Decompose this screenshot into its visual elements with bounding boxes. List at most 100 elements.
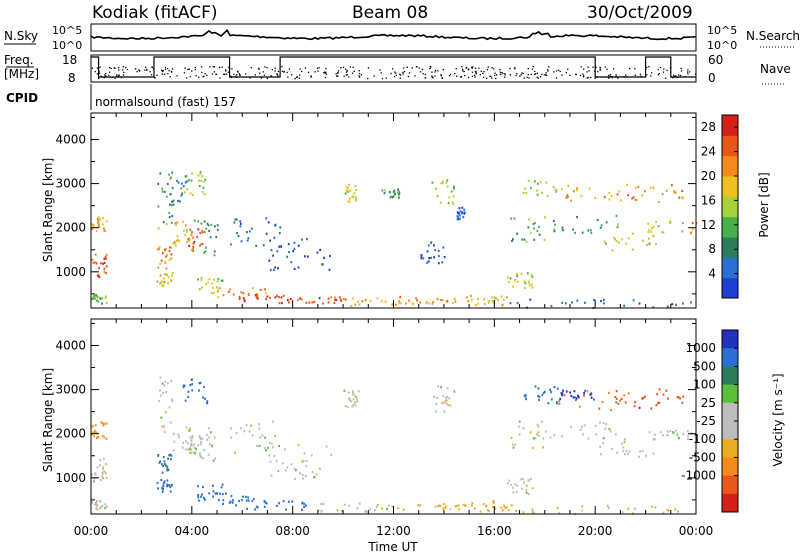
nave-dot (230, 75, 232, 77)
power-cell (348, 197, 351, 200)
velocity-cell (607, 506, 610, 510)
velocity-cell (287, 500, 290, 503)
velocity-cell (536, 423, 539, 426)
power-cell (649, 186, 652, 189)
power-cell (621, 238, 624, 241)
power-cell (174, 222, 177, 225)
power-cell (576, 187, 578, 190)
nave-dot (480, 70, 482, 72)
nave-dot (204, 73, 206, 75)
nave-dot (472, 66, 474, 68)
velocity-cell (252, 497, 255, 500)
nave-dot (198, 76, 200, 78)
velocity-cell (486, 509, 489, 512)
power-cell (457, 218, 460, 221)
velocity-cell (541, 420, 543, 423)
velocity-cell (187, 442, 189, 445)
velocity-cell (354, 401, 356, 404)
velocity-cell (525, 398, 527, 401)
velocity-cell (101, 472, 104, 475)
nave-dot (343, 75, 345, 77)
power-cell (105, 220, 108, 223)
power-cell (101, 223, 104, 226)
power-cell (167, 276, 170, 279)
velocity-cell (584, 389, 587, 392)
power-cell (176, 179, 178, 183)
nave-dot (478, 67, 480, 69)
power-cell (221, 279, 224, 282)
nave-dot (281, 66, 283, 68)
power-cell (631, 197, 634, 200)
power-cell (94, 253, 97, 256)
nave-dot (680, 67, 682, 70)
power-cell (383, 192, 386, 195)
power-cell (305, 301, 308, 304)
velocity-cell (230, 494, 233, 498)
velocity-cell (538, 434, 540, 437)
velocity-cell (550, 398, 553, 401)
power-cell (98, 222, 100, 225)
nave-dot (579, 74, 582, 76)
power-cell (157, 205, 160, 208)
velocity-cell (190, 439, 193, 442)
nave-dot (351, 72, 354, 74)
nave-dot (533, 73, 536, 76)
velocity-cell (457, 504, 460, 507)
nave-tick-top: 60 (708, 53, 723, 67)
velocity-cell (300, 460, 303, 463)
velocity-cell (183, 384, 186, 387)
power-cell (170, 221, 173, 224)
nave-dot (402, 73, 404, 75)
nave-dot (164, 73, 166, 75)
power-cell (334, 298, 336, 301)
nave-dot (678, 74, 680, 76)
velocity-cell (648, 431, 651, 434)
velocity-cell (462, 503, 465, 506)
power-cell (201, 242, 204, 245)
velocity-cell (212, 484, 214, 487)
velocity-colorbar-tick-label: -25 (696, 414, 716, 428)
velocity-cell (158, 399, 161, 403)
nave-dot (587, 76, 589, 79)
velocity-cell (104, 506, 107, 510)
nave-dot (324, 76, 327, 79)
power-cell (347, 187, 349, 190)
power-cell (655, 220, 657, 223)
velocity-cell (343, 503, 346, 506)
nave-dot (460, 76, 463, 78)
nave-dot (432, 77, 434, 79)
nave-dot (390, 72, 392, 75)
nave-dot (161, 73, 163, 75)
power-cell (198, 185, 201, 188)
power-cell (562, 229, 564, 232)
power-cell (167, 282, 169, 285)
nave-dot (270, 75, 272, 77)
nave-dot (337, 75, 339, 77)
nave-dot (456, 75, 458, 77)
velocity-cell (527, 493, 530, 496)
power-cell (276, 294, 278, 297)
velocity-cell (103, 457, 105, 460)
velocity-cell (311, 471, 314, 474)
nave-dot (325, 73, 328, 75)
velocity-cell (105, 422, 108, 425)
nave-dot (448, 75, 451, 77)
power-cell (550, 304, 553, 308)
nave-dot (429, 67, 431, 70)
nave-dot (296, 76, 299, 78)
power-cell (673, 191, 675, 194)
power-cell (671, 303, 674, 306)
power-cell (615, 240, 618, 243)
velocity-cell (168, 454, 171, 457)
velocity-cell (101, 471, 104, 474)
nave-dot (171, 68, 174, 70)
nave-dot (264, 66, 266, 68)
power-cell (474, 304, 477, 307)
velocity-cell (273, 454, 276, 457)
nave-dot (395, 74, 397, 76)
power-cell (635, 199, 638, 202)
power-cell (161, 252, 164, 255)
velocity-cell (168, 406, 171, 409)
power-cell (634, 186, 637, 189)
